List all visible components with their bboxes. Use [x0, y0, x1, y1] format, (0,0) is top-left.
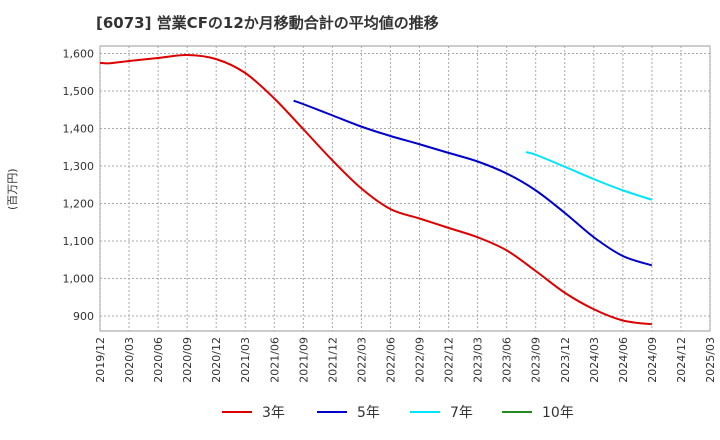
x-tick-label: 2020/12 [210, 337, 223, 383]
legend-label: 10年 [542, 405, 574, 421]
legend: 3年 5年 7年 10年 [222, 405, 574, 421]
x-tick-labels: 2019/12 2020/03 2020/06 2020/09 2020/12 2021/… [94, 337, 717, 383]
x-tick-label: 2020/06 [152, 337, 165, 383]
x-tick-label: 2022/12 [443, 337, 456, 383]
plot-area [99, 45, 711, 332]
x-tick-label: 2021/12 [326, 337, 339, 383]
y-tick-label: 1,300 [63, 160, 95, 173]
chart-title: [6073] 営業CFの12か月移動合計の平均値の推移 [96, 14, 439, 32]
series-line-3年 [99, 53, 653, 326]
y-tick-label: 1,200 [63, 198, 95, 211]
y-tick-label: 1,500 [63, 85, 95, 98]
x-tick-label: 2024/09 [646, 337, 659, 383]
x-tick-label: 2022/03 [355, 337, 368, 383]
x-tick-label: 2025/03 [704, 337, 717, 383]
x-tick-label: 2021/09 [297, 337, 310, 383]
legend-label: 7年 [450, 405, 473, 421]
x-tick-label: 2023/03 [472, 337, 485, 383]
x-tick-label: 2021/06 [268, 337, 281, 383]
x-tick-label: 2020/09 [181, 337, 194, 383]
x-tick-label: 2024/06 [617, 337, 630, 383]
x-tick-label: 2022/09 [414, 337, 427, 383]
series-line-7年 [525, 151, 653, 201]
x-tick-label: 2020/03 [123, 337, 136, 383]
legend-label: 3年 [262, 405, 285, 421]
x-tick-label: 2024/12 [675, 337, 688, 383]
y-tick-label: 1,100 [63, 235, 95, 248]
series-line-5年 [293, 99, 653, 267]
y-tick-label: 1,400 [63, 123, 95, 136]
x-tick-label: 2021/03 [239, 337, 252, 383]
x-tick-label: 2023/12 [559, 337, 572, 383]
x-tick-label: 2023/09 [530, 337, 543, 383]
x-tick-label: 2019/12 [94, 337, 107, 383]
y-tick-label: 1,600 [63, 48, 95, 61]
x-tick-label: 2023/06 [501, 337, 514, 383]
y-tick-label: 900 [73, 310, 94, 323]
y-tick-label: 1,000 [63, 273, 95, 286]
y-tick-labels: 900 1,000 1,100 1,200 1,300 1,400 1,500 1,600 [63, 48, 95, 324]
x-tick-label: 2024/03 [588, 337, 601, 383]
x-tick-label: 2022/06 [384, 337, 397, 383]
series-lines [99, 53, 653, 326]
legend-label: 5年 [357, 405, 380, 421]
grid-lines [99, 46, 711, 331]
